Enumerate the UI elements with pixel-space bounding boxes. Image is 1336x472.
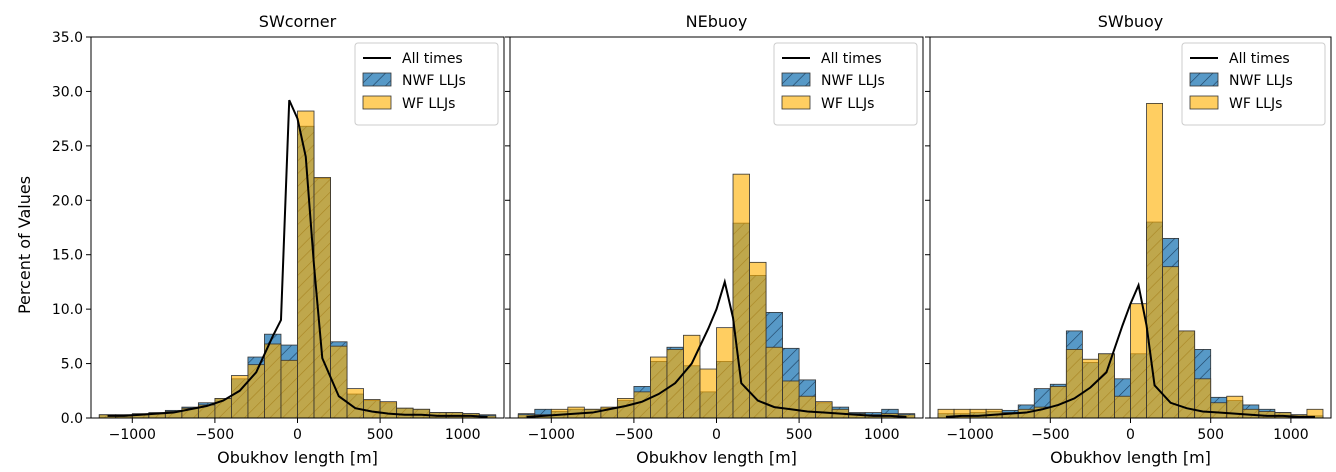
wf-bar: [379, 401, 398, 419]
legend-label: WF LLJs: [1229, 96, 1282, 112]
wf-bar: [1210, 402, 1228, 419]
wf-bar: [782, 380, 800, 419]
y-tick-label: 5.0: [61, 357, 83, 373]
wf-bar: [280, 359, 298, 419]
panel-swbuoy: SWbuoy −1000 −500 0 500 1000 Obukhov length [m…: [925, 12, 1332, 467]
wf-bar: [1130, 303, 1147, 419]
x-tick-label: 500: [786, 427, 813, 443]
y-tick-label: 10.0: [52, 302, 83, 318]
wf-bar: [396, 407, 414, 419]
wf-bar: [683, 334, 701, 419]
x-tick-label: 1000: [864, 427, 900, 443]
panel-title: SWcorner: [259, 12, 337, 31]
x-tick-label: 500: [1197, 427, 1224, 443]
y-tick-label: 0.0: [61, 411, 83, 427]
wf-bar: [1114, 395, 1131, 419]
legend-label: WF LLJs: [821, 96, 874, 112]
x-tick-label: −500: [1031, 427, 1069, 443]
x-tick-label: 0: [1126, 427, 1135, 443]
x-axis-label: Obukhov length [m]: [217, 448, 378, 467]
y-tick-label: 25.0: [52, 139, 83, 155]
x-tick-label: −1000: [528, 427, 575, 443]
x-tick-label: −500: [196, 427, 234, 443]
legend-nwf-swatch: [1189, 72, 1219, 87]
x-tick-label: 1000: [445, 427, 481, 443]
panel-title: NEbuoy: [686, 12, 748, 31]
panel-title: SWbuoy: [1098, 12, 1164, 31]
y-tick-label: 15.0: [52, 248, 83, 264]
legend: All times NWF LLJs WF LLJs: [1181, 42, 1326, 126]
wf-bar: [264, 343, 282, 419]
wf-bar: [1065, 349, 1083, 419]
wf-bar: [1098, 353, 1115, 419]
legend-wf-swatch: [781, 95, 811, 110]
x-tick-label: 1000: [1273, 427, 1309, 443]
all-times-line: [526, 278, 907, 418]
legend-nwf-swatch: [362, 72, 392, 87]
x-tick-label: −500: [615, 427, 653, 443]
wf-bar: [699, 368, 717, 419]
legend-label: WF LLJs: [402, 96, 455, 112]
x-axis-label: Obukhov length [m]: [1050, 448, 1211, 467]
all-times-line: [945, 281, 1315, 418]
x-tick-label: −1000: [946, 427, 993, 443]
x-tick-label: 0: [712, 427, 721, 443]
y-axis-label: Percent of Values: [15, 176, 34, 314]
legend: All times NWF LLJs WF LLJs: [773, 42, 918, 126]
wf-bar: [798, 395, 817, 419]
wf-bar: [1178, 330, 1196, 419]
wf-bar: [716, 327, 734, 419]
legend-wf-swatch: [1189, 95, 1219, 110]
wf-bar: [1146, 103, 1163, 419]
x-tick-label: −1000: [109, 427, 156, 443]
wf-bar: [815, 401, 833, 419]
legend-wf-swatch: [362, 95, 392, 110]
y-tick-label: 20.0: [52, 193, 83, 209]
wf-bar: [412, 408, 431, 419]
legend: All times NWF LLJs WF LLJs: [354, 42, 499, 126]
wf-bar: [633, 391, 651, 419]
wf-bar: [650, 356, 668, 419]
wf-bar: [616, 398, 635, 419]
legend-label: All times: [821, 51, 882, 67]
legend-label: All times: [1229, 51, 1290, 67]
x-axis-label: Obukhov length [m]: [636, 448, 797, 467]
panel-swcorner: SWcorner −1000 −500 0 500 1000 0.0 5.0 10.0 15.0 2…: [52, 12, 505, 467]
x-tick-label: 500: [367, 427, 394, 443]
legend-label: NWF LLJs: [402, 73, 466, 89]
x-tick-label: 0: [293, 427, 302, 443]
legend-label: NWF LLJs: [1229, 73, 1293, 89]
wf-bar: [231, 375, 249, 419]
panel-nebuoy: NEbuoy −1000 −500 0 500 1000 Obukhov length [m…: [505, 12, 924, 467]
all-times-line: [107, 99, 488, 418]
legend-label: All times: [402, 51, 463, 67]
legend-nwf-swatch: [781, 72, 811, 87]
wf-bar: [363, 399, 381, 419]
y-tick-label: 30.0: [52, 84, 83, 100]
legend-label: NWF LLJs: [821, 73, 885, 89]
y-tick-label: 35.0: [52, 30, 83, 46]
